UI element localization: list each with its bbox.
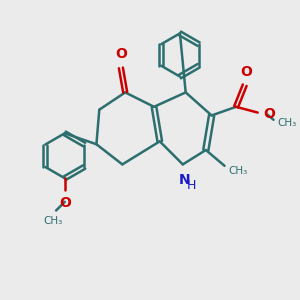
Text: O: O bbox=[59, 196, 71, 210]
Text: H: H bbox=[187, 179, 196, 192]
Text: CH₃: CH₃ bbox=[44, 216, 63, 226]
Text: O: O bbox=[263, 107, 275, 121]
Text: CH₃: CH₃ bbox=[278, 118, 297, 128]
Text: O: O bbox=[240, 65, 252, 79]
Text: CH₃: CH₃ bbox=[228, 166, 247, 176]
Text: N: N bbox=[178, 173, 190, 187]
Text: O: O bbox=[115, 47, 127, 61]
